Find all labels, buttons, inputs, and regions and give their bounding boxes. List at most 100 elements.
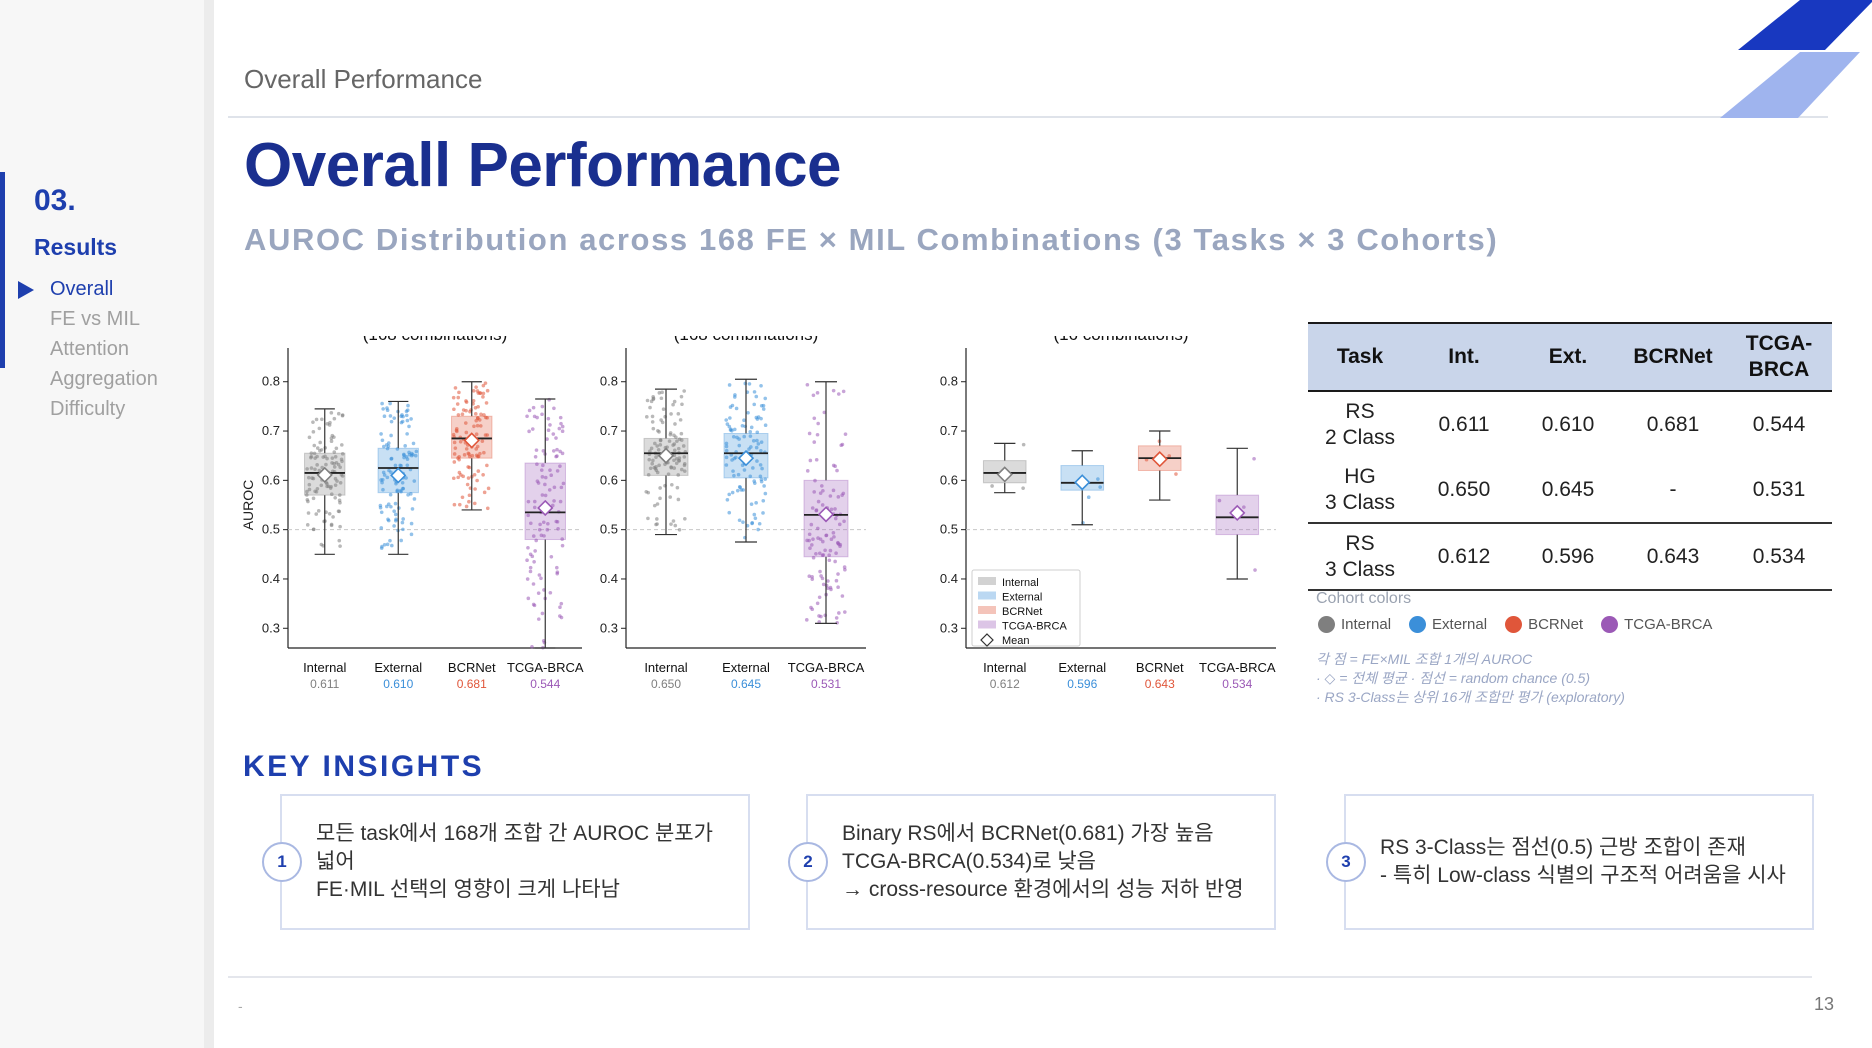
page-number: 13 xyxy=(1814,994,1835,1014)
data-point xyxy=(813,478,817,483)
data-point xyxy=(819,614,823,619)
data-point xyxy=(757,521,762,526)
data-point xyxy=(482,413,486,417)
data-point xyxy=(456,413,461,417)
data-point xyxy=(309,466,314,470)
data-point xyxy=(536,617,541,621)
data-point xyxy=(339,457,344,462)
data-point xyxy=(558,499,563,504)
data-point xyxy=(329,439,334,444)
data-point xyxy=(393,501,398,506)
data-point xyxy=(473,487,477,491)
data-point xyxy=(652,503,657,508)
data-point xyxy=(732,427,737,432)
data-point xyxy=(755,438,759,443)
data-point xyxy=(379,526,384,530)
data-point xyxy=(752,512,757,517)
data-point xyxy=(814,551,818,556)
data-point xyxy=(463,421,468,425)
data-point xyxy=(545,527,550,532)
data-point xyxy=(840,442,845,447)
legend-swatch xyxy=(978,606,996,614)
data-point xyxy=(311,420,315,424)
data-point xyxy=(812,416,817,421)
data-point xyxy=(481,383,486,388)
data-point xyxy=(535,479,540,483)
data-point xyxy=(457,502,462,507)
data-point xyxy=(730,490,735,495)
data-point xyxy=(526,513,530,518)
data-point xyxy=(752,479,757,483)
data-point xyxy=(756,527,760,532)
data-point xyxy=(474,447,479,451)
legend-label: BCRNet xyxy=(1002,606,1042,618)
data-point xyxy=(526,545,530,550)
data-point xyxy=(669,465,673,469)
x-tick-label: TCGA-BRCA xyxy=(788,660,865,675)
insight-text: Binary RS에서 BCRNet(0.681) 가장 높음 TCGA-BRC… xyxy=(842,796,1264,928)
data-point xyxy=(659,418,663,422)
data-point xyxy=(315,446,320,450)
chart-subtitle: (168 combinations) xyxy=(674,336,819,344)
data-point xyxy=(458,439,463,444)
data-point xyxy=(526,596,531,601)
data-point xyxy=(759,383,763,388)
cell-task: HG 3 Class xyxy=(1324,464,1396,514)
data-point xyxy=(756,442,761,446)
data-point xyxy=(554,519,559,524)
data-point xyxy=(763,477,768,481)
legend-label: TCGA-BRCA xyxy=(1002,621,1067,633)
data-point xyxy=(473,412,478,416)
data-point xyxy=(804,618,809,622)
data-point xyxy=(823,548,827,553)
data-point xyxy=(541,463,545,468)
data-point xyxy=(404,413,409,418)
data-point xyxy=(748,429,753,434)
data-point xyxy=(737,437,741,441)
sidebar-item-attention[interactable]: Attention xyxy=(18,334,158,364)
data-point xyxy=(338,500,342,505)
insight-text: RS 3-Class는 점선(0.5) 근방 조합이 존재 - 특히 Low-c… xyxy=(1380,796,1802,928)
x-tick-label: TCGA-BRCA xyxy=(507,660,584,675)
data-point xyxy=(452,407,456,412)
cell-bcrnet: - xyxy=(1669,477,1677,501)
data-point xyxy=(551,449,556,453)
data-point xyxy=(555,570,560,574)
data-point xyxy=(814,508,819,512)
data-point xyxy=(558,415,563,420)
data-point xyxy=(481,391,486,396)
data-point xyxy=(385,408,390,412)
sidebar-item-fe-vs-mil[interactable]: FE vs MIL xyxy=(18,304,158,334)
data-point xyxy=(483,381,488,385)
data-point xyxy=(654,468,659,473)
legend-label: Mean xyxy=(1002,635,1030,647)
data-point xyxy=(333,495,337,500)
data-point xyxy=(680,402,684,407)
data-point xyxy=(758,474,763,479)
y-tick-label: 0.3 xyxy=(940,620,958,635)
data-point xyxy=(330,461,334,465)
data-point xyxy=(560,537,565,541)
data-point xyxy=(338,465,342,470)
data-point xyxy=(817,551,822,556)
sidebar-item-difficulty[interactable]: Difficulty xyxy=(18,394,158,424)
data-point xyxy=(312,443,317,448)
data-point xyxy=(525,577,530,581)
data-point xyxy=(826,579,830,583)
sidebar-item-overall[interactable]: Overall xyxy=(18,274,158,304)
data-point xyxy=(543,482,547,487)
data-point xyxy=(412,497,417,501)
data-point xyxy=(650,414,655,419)
sidebar-item-aggregation[interactable]: Aggregation xyxy=(18,364,158,394)
data-point xyxy=(313,489,317,494)
data-point xyxy=(332,416,337,421)
mean-marker xyxy=(996,466,1013,483)
data-point xyxy=(327,512,332,516)
data-point xyxy=(531,534,536,538)
key-insights-title: KEY INSIGHTS xyxy=(243,750,485,783)
data-point xyxy=(648,405,652,410)
data-point xyxy=(403,444,407,448)
data-point xyxy=(672,466,677,470)
data-point xyxy=(650,461,655,466)
data-point xyxy=(462,453,467,457)
